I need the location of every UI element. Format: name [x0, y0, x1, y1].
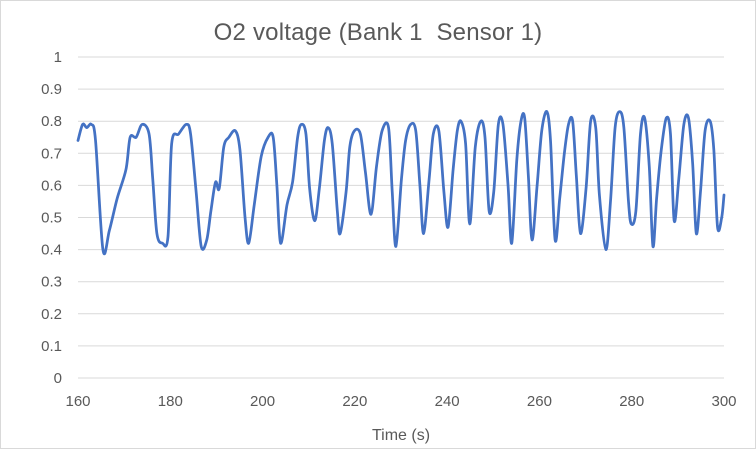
chart-title: O2 voltage (Bank 1 Sensor 1) — [213, 19, 543, 46]
y-tick-label: 0.9 — [41, 81, 62, 98]
x-tick-label: 260 — [527, 393, 552, 410]
x-tick-label: 200 — [250, 393, 275, 410]
x-tick-label: 180 — [158, 393, 183, 410]
series-line — [76, 110, 726, 256]
x-tick-label: 220 — [342, 393, 367, 410]
y-axis-tick-labels: 0 0.1 0.2 0.3 0.4 0.5 0.6 0.7 0.8 0.9 1 — [41, 49, 62, 387]
y-tick-label: 0.1 — [41, 338, 62, 355]
y-tick-label: 0.3 — [41, 274, 62, 291]
x-tick-label: 240 — [435, 393, 460, 410]
y-tick-label: 0.5 — [41, 210, 62, 227]
y-tick-label: 1 — [54, 49, 62, 66]
y-tick-label: 0.7 — [41, 145, 62, 162]
y-tick-label: 0.6 — [41, 177, 62, 194]
series-layer — [76, 110, 726, 256]
y-tick-label: 0.8 — [41, 113, 62, 130]
x-tick-label: 280 — [619, 393, 644, 410]
y-tick-label: 0 — [54, 370, 62, 387]
x-axis-label: Time (s) — [372, 427, 430, 444]
x-axis-tick-labels: 160 180 200 220 240 260 280 300 — [65, 393, 736, 410]
x-tick-label: 300 — [711, 393, 736, 410]
x-tick-label: 160 — [65, 393, 90, 410]
y-tick-label: 0.2 — [41, 306, 62, 323]
y-tick-label: 0.4 — [41, 242, 62, 259]
